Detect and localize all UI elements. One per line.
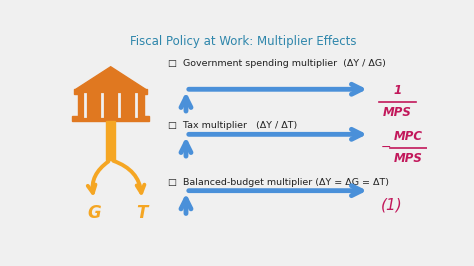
Text: G: G	[87, 204, 101, 222]
Text: T: T	[136, 204, 147, 222]
Polygon shape	[76, 67, 146, 89]
Text: 1: 1	[393, 84, 401, 97]
Text: −: −	[381, 141, 391, 154]
Text: MPS: MPS	[394, 152, 423, 165]
Text: □  Government spending multiplier  (ΔY / ΔG): □ Government spending multiplier (ΔY / Δ…	[168, 59, 385, 68]
Polygon shape	[106, 121, 115, 160]
Text: (1): (1)	[381, 197, 402, 213]
Polygon shape	[72, 116, 149, 121]
Text: MPS: MPS	[383, 106, 411, 119]
Text: Fiscal Policy at Work: Multiplier Effects: Fiscal Policy at Work: Multiplier Effect…	[130, 35, 356, 48]
Polygon shape	[74, 89, 147, 94]
Polygon shape	[78, 94, 144, 116]
Text: MPC: MPC	[394, 130, 423, 143]
Text: □  Balanced-budget multiplier (ΔY = ΔG = ΔT): □ Balanced-budget multiplier (ΔY = ΔG = …	[168, 178, 389, 187]
Text: □  Tax multiplier   (ΔY / ΔT): □ Tax multiplier (ΔY / ΔT)	[168, 120, 297, 130]
